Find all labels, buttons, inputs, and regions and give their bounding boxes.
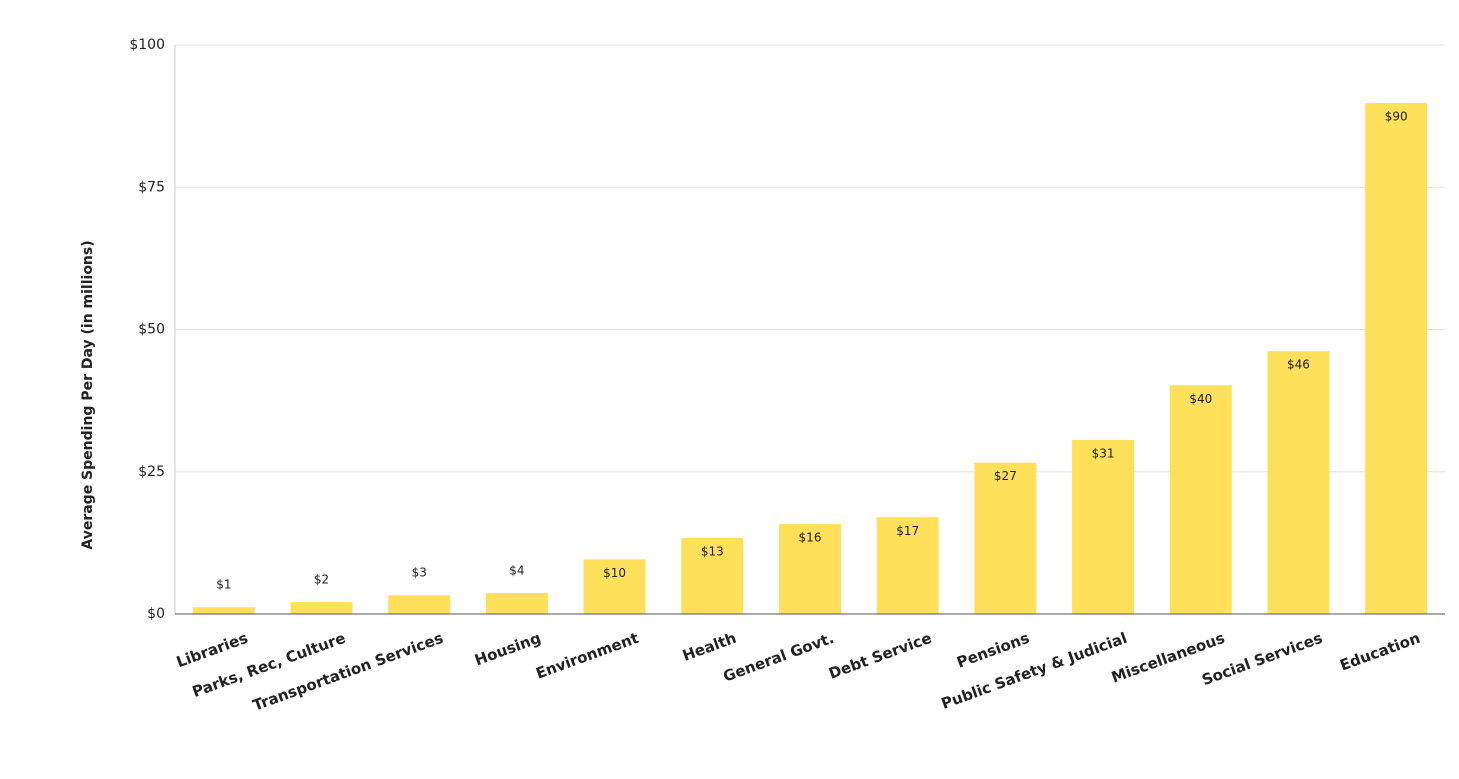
bar bbox=[388, 595, 451, 614]
y-tick-label: $50 bbox=[138, 322, 165, 338]
x-tick-label: Pensions bbox=[954, 629, 1031, 672]
value-label: $27 bbox=[994, 469, 1017, 483]
bar bbox=[1365, 103, 1428, 615]
y-axis-title: Average Spending Per Day (in millions) bbox=[80, 240, 96, 549]
bar bbox=[1169, 385, 1232, 614]
value-label: $1 bbox=[216, 578, 231, 592]
x-tick-label: Housing bbox=[472, 629, 543, 670]
bar bbox=[681, 537, 744, 614]
x-tick-label: Transportation Services bbox=[250, 629, 445, 715]
value-label: $4 bbox=[509, 563, 524, 577]
bar bbox=[876, 517, 939, 614]
bar bbox=[290, 602, 353, 614]
x-tick-label: Health bbox=[680, 629, 739, 665]
value-label: $10 bbox=[603, 566, 626, 580]
y-tick-label: $25 bbox=[138, 464, 165, 480]
x-tick-label: Libraries bbox=[174, 629, 250, 671]
value-label: $2 bbox=[314, 573, 329, 587]
value-label: $16 bbox=[799, 531, 822, 545]
bar bbox=[1267, 351, 1330, 614]
bar bbox=[779, 524, 841, 614]
value-label: $13 bbox=[701, 544, 724, 558]
x-tick-label: Environment bbox=[533, 629, 641, 683]
y-tick-label: $75 bbox=[138, 179, 165, 195]
value-label: $31 bbox=[1092, 446, 1115, 460]
bar bbox=[1072, 439, 1135, 614]
x-tick-label: Public Safety & Judicial bbox=[939, 629, 1130, 713]
x-tick-label: General Govt. bbox=[721, 629, 837, 686]
y-tick-label: $100 bbox=[129, 37, 165, 53]
y-tick-label: $0 bbox=[147, 606, 165, 622]
value-label: $90 bbox=[1385, 110, 1408, 124]
x-tick-label: Debt Service bbox=[826, 629, 934, 683]
x-tick-label: Education bbox=[1337, 629, 1422, 675]
bar bbox=[583, 559, 646, 614]
value-label: $17 bbox=[896, 524, 919, 538]
bar bbox=[192, 607, 255, 614]
value-label: $46 bbox=[1287, 358, 1310, 372]
bar bbox=[974, 462, 1037, 614]
bar bbox=[485, 592, 548, 614]
value-label: $3 bbox=[412, 566, 427, 580]
value-label: $40 bbox=[1189, 392, 1212, 406]
